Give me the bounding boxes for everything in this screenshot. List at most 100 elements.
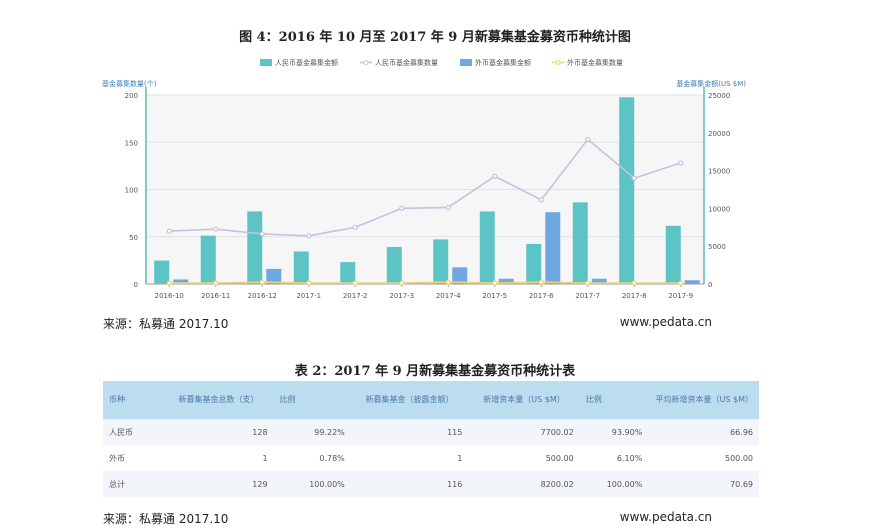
- x-tick-label: 2016-12: [248, 292, 277, 300]
- series-line: [169, 138, 681, 237]
- cell: 66.96: [648, 419, 759, 445]
- cell: 外币: [103, 445, 164, 471]
- bar: [433, 239, 449, 284]
- line-point: [445, 279, 451, 285]
- line-point: [399, 280, 405, 286]
- chart-source: 来源：私募通 2017.10: [103, 317, 229, 331]
- chart-site: www.pedata.cn: [619, 315, 712, 329]
- cell: 8200.02: [468, 471, 580, 497]
- cell: 100.00%: [273, 471, 351, 497]
- cell: 0.78%: [273, 445, 351, 471]
- cell: 500.00: [648, 445, 759, 471]
- line-point: [352, 224, 358, 230]
- x-tick-label: 2017-2: [343, 292, 368, 300]
- line-point: [306, 233, 312, 239]
- legend-label: 人民币基金募集数量: [375, 58, 438, 67]
- line-point: [631, 175, 637, 181]
- line-point: [492, 173, 498, 179]
- cell: 128: [163, 419, 274, 445]
- table-title: 表 2：2017 年 9 月新募集基金募资币种统计表: [294, 364, 576, 379]
- line-point: [492, 280, 498, 286]
- legend-label: 外币基金募集金额: [475, 58, 531, 67]
- line-point: [538, 197, 544, 203]
- line-point: [631, 280, 637, 286]
- bar: [526, 243, 542, 284]
- bar: [545, 212, 561, 284]
- bar: [386, 246, 402, 284]
- bar: [293, 251, 309, 284]
- header-capital: 新增资本量（US $M）: [468, 381, 580, 419]
- x-tick-label: 2017-3: [389, 292, 414, 300]
- line-point: [678, 280, 684, 286]
- legend-swatch: [260, 59, 272, 66]
- cell: 116: [350, 471, 469, 497]
- bar: [684, 280, 700, 284]
- line-point: [213, 280, 219, 286]
- currency-chart: 0 50 100 150 200 0 5000 10000 15000 20000 25000 基金募…: [102, 58, 746, 300]
- y-left-axis-label: 基金募集数量(个): [102, 79, 157, 88]
- y-right-tick-label: 15000: [708, 168, 730, 176]
- y-left-tick-label: 150: [125, 139, 138, 147]
- x-tick-label: 2017-9: [668, 292, 693, 300]
- bar: [591, 278, 607, 284]
- y-left-tick-label: 200: [125, 92, 138, 100]
- line-point: [585, 280, 591, 286]
- header-disclosed: 新募集基金（披露金额）: [350, 381, 469, 419]
- cell: 70.69: [648, 471, 759, 497]
- y-right-tick-label: 0: [708, 281, 712, 289]
- bar: [219, 283, 235, 284]
- x-tick-label: 2017-5: [482, 292, 507, 300]
- legend-swatch-dot: [555, 60, 561, 65]
- line-point: [166, 228, 172, 234]
- table-source: 来源：私募通 2017.10: [103, 512, 229, 526]
- header-fund-count: 新募集基金总数（支）: [163, 381, 274, 419]
- x-tick-label: 2017-6: [529, 292, 554, 300]
- cell: 100.00%: [579, 471, 649, 497]
- y-right-axis-label: 基金募集金额(US $M): [676, 79, 746, 88]
- cell: 6.10%: [579, 445, 649, 471]
- y-right-tick-label: 10000: [708, 205, 730, 213]
- x-tick-label: 2017-8: [622, 292, 647, 300]
- cell: 99.22%: [273, 419, 351, 445]
- y-left-tick-label: 100: [125, 187, 138, 195]
- line-point: [538, 279, 544, 285]
- line-point: [399, 205, 405, 211]
- line-point: [306, 280, 312, 286]
- bar: [572, 202, 588, 284]
- x-tick-label: 2016-10: [155, 292, 184, 300]
- cell: 500.00: [468, 445, 580, 471]
- cell: 人民币: [103, 419, 164, 445]
- header-ratio-1: 比例: [273, 381, 351, 419]
- table-row: 人民币 128 99.22% 115 7700.02 93.90% 66.96: [103, 419, 759, 445]
- y-left-tick-label: 0: [134, 281, 138, 289]
- table-row: 总计 129 100.00% 116 8200.02 100.00% 70.69: [103, 471, 759, 497]
- table-row: 外币 1 0.78% 1 500.00 6.10% 500.00: [103, 445, 759, 471]
- x-tick-label: 2016-11: [201, 292, 230, 300]
- figure-title: 图 4：2016 年 10 月至 2017 年 9 月新募集基金募资币种统计图: [239, 30, 631, 45]
- x-tick-label: 2017-1: [296, 292, 321, 300]
- table-site: www.pedata.cn: [619, 510, 712, 524]
- y-right-tick-label: 5000: [708, 243, 726, 251]
- legend-swatch-dot: [363, 60, 369, 65]
- cell: 1: [163, 445, 274, 471]
- line-point: [585, 136, 591, 143]
- cell: 总计: [103, 471, 164, 497]
- legend-label: 人民币基金募集金额: [275, 58, 338, 67]
- cell: 1: [350, 445, 469, 471]
- bar: [200, 235, 216, 284]
- header-ratio-2: 比例: [579, 381, 649, 419]
- series-line: [169, 281, 681, 284]
- line-point: [166, 280, 172, 286]
- bar: [498, 278, 514, 284]
- y-left-tick-label: 50: [129, 234, 138, 242]
- bar: [266, 268, 282, 284]
- header-currency: 币种: [103, 381, 164, 419]
- y-right-tick-label: 25000: [708, 92, 730, 100]
- header-avg-capital: 平均新增资本量（US $M）: [648, 381, 759, 419]
- line-point: [259, 279, 265, 285]
- line-point: [445, 204, 451, 211]
- bar: [173, 279, 189, 284]
- legend-swatch: [460, 59, 472, 66]
- bar: [619, 97, 635, 284]
- cell: 115: [350, 419, 469, 445]
